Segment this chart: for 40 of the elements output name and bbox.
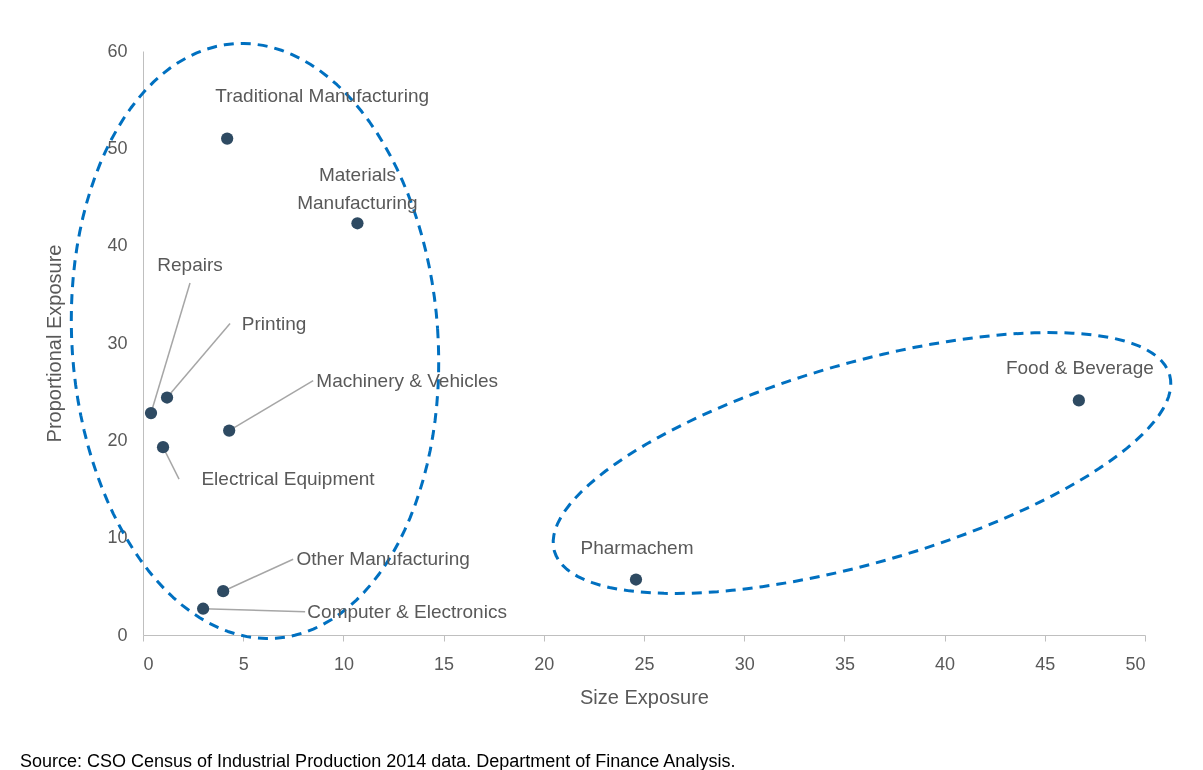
point xyxy=(160,391,174,404)
x-tick-label: 25 xyxy=(634,653,655,674)
x-tick-label: 20 xyxy=(534,653,555,674)
annotation: Materials Manufacturing xyxy=(297,164,418,214)
point xyxy=(197,602,210,615)
x-tick-label: 10 xyxy=(333,653,354,674)
x-tick-label: 45 xyxy=(1035,653,1056,674)
point xyxy=(217,585,230,598)
y-tick-label: 20 xyxy=(107,429,128,450)
point xyxy=(351,217,364,230)
point xyxy=(144,406,158,420)
x-tick-label: 30 xyxy=(734,653,755,674)
annotation: Machinery & Vehicles xyxy=(316,369,498,391)
x-tick-label: 15 xyxy=(434,653,455,674)
y-tick-label: 30 xyxy=(107,332,128,353)
annotation: Other Manufacturing xyxy=(296,548,470,570)
point xyxy=(156,441,170,454)
y-tick-label: 0 xyxy=(117,624,128,645)
annotation: Electrical Equipment xyxy=(201,468,376,490)
annotation: Pharmachem xyxy=(580,536,694,558)
point xyxy=(221,132,234,145)
source-note: Source: CSO Census of Industrial Production 2014 data. Department of Finance Analysis. xyxy=(20,751,736,770)
annotation: Food & Beverage xyxy=(1005,357,1154,379)
y-axis-title: Proportional Exposure xyxy=(43,244,66,443)
x-tick-label: 0 xyxy=(143,653,154,674)
x-tick-label: 35 xyxy=(834,653,855,674)
y-tick-label: 40 xyxy=(107,235,128,256)
y-tick-label: 50 xyxy=(107,137,128,158)
annotation: Repairs xyxy=(157,254,223,276)
y-tick-label: 10 xyxy=(107,527,128,548)
annotation: Printing xyxy=(241,312,307,334)
y-tick-label: 60 xyxy=(107,40,128,61)
point xyxy=(1072,394,1085,407)
point xyxy=(223,424,236,437)
point xyxy=(629,573,643,586)
x-tick-label: 5 xyxy=(238,653,249,674)
x-tick-label: 40 xyxy=(935,653,956,674)
x-tick-label: 50 xyxy=(1125,653,1146,674)
annotation: Computer & Electronics xyxy=(307,600,507,622)
x-axis-title: Size Exposure xyxy=(580,685,709,708)
